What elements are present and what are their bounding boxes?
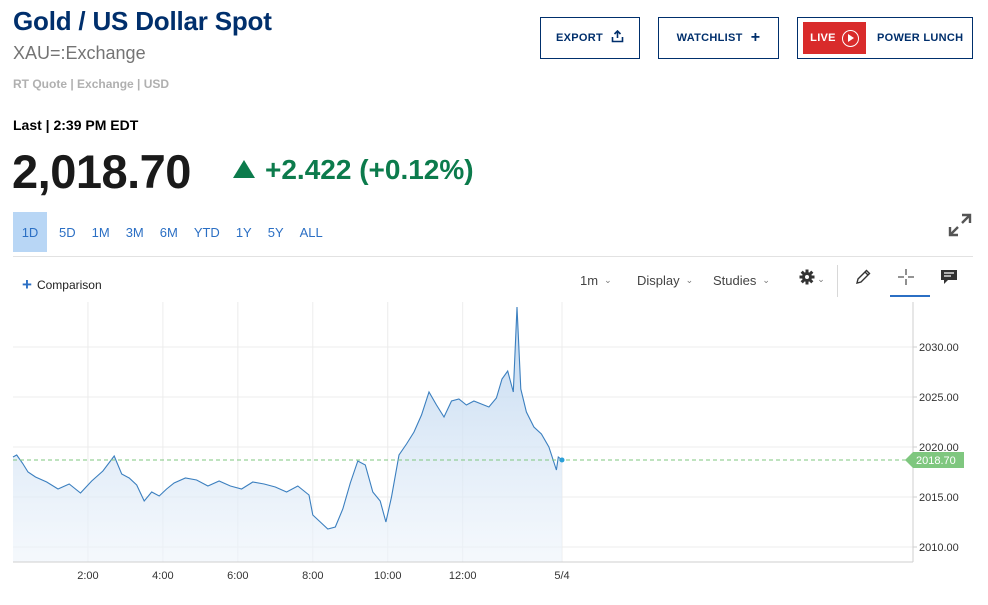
- plus-icon: +: [750, 29, 761, 46]
- watchlist-button[interactable]: WATCHLIST +: [658, 17, 779, 59]
- x-tick-label: 5/4: [554, 570, 569, 582]
- tab-3m[interactable]: 3M: [125, 224, 144, 240]
- x-tick-label: 4:00: [152, 570, 173, 582]
- x-tick-label: 12:00: [449, 570, 477, 582]
- export-button[interactable]: EXPORT: [540, 17, 640, 59]
- export-label: EXPORT: [555, 32, 604, 44]
- tab-6m[interactable]: 6M: [159, 224, 178, 240]
- y-tick-label: 2030.00: [919, 342, 959, 354]
- settings-dropdown[interactable]: ⌄: [795, 266, 829, 292]
- toolbar-separator: [837, 265, 838, 297]
- y-tick-label: 2010.00: [919, 542, 959, 554]
- last-price: 2,018.70: [12, 145, 191, 198]
- tab-1m[interactable]: 1M: [91, 224, 110, 240]
- expand-icon[interactable]: [947, 212, 973, 238]
- power-lunch-label: POWER LUNCH: [877, 32, 964, 44]
- interval-dropdown[interactable]: 1m ⌄: [580, 273, 612, 288]
- x-tick-label: 10:00: [374, 570, 402, 582]
- y-tick-label: 2020.00: [919, 442, 959, 454]
- crosshair-tool-button[interactable]: [892, 266, 920, 292]
- share-icon: [611, 29, 624, 47]
- tab-1d[interactable]: 1D: [13, 212, 47, 252]
- price-chart[interactable]: 2030.00 2025.00 2020.00 2015.00 2010.00 2:00 4…: [0, 298, 988, 588]
- price-change-value: +2.422 (+0.12%): [265, 154, 474, 185]
- y-tick-label: 2025.00: [919, 392, 959, 404]
- x-tick-label: 8:00: [302, 570, 323, 582]
- chevron-down-icon: ⌄: [604, 275, 612, 285]
- tab-ytd[interactable]: YTD: [193, 224, 220, 240]
- chevron-down-icon: ⌄: [685, 275, 694, 285]
- annotation-tool-button[interactable]: [935, 266, 963, 292]
- tab-1y[interactable]: 1Y: [235, 224, 252, 240]
- last-price-tag: [905, 452, 964, 468]
- crosshair-icon: [897, 268, 915, 291]
- x-tick-label: 2:00: [77, 570, 98, 582]
- play-icon: [841, 29, 859, 47]
- y-tick-label: 2015.00: [919, 492, 959, 504]
- x-tick-label: 6:00: [227, 570, 248, 582]
- tab-5d[interactable]: 5D: [59, 224, 76, 240]
- live-badge: LIVE: [803, 22, 866, 54]
- plus-icon: +: [22, 275, 32, 294]
- price-line: [12, 306, 563, 530]
- range-tabs: 1D 5D 1M 3M 6M YTD 1Y 5Y ALL: [13, 212, 331, 252]
- gear-icon: [799, 269, 815, 290]
- last-price-dot: [559, 457, 565, 463]
- live-label: LIVE: [810, 32, 836, 44]
- price-change: +2.422 (+0.12%): [233, 154, 474, 186]
- studies-dropdown[interactable]: Studies ⌄: [713, 273, 770, 288]
- quote-meta: RT Quote | Exchange | USD: [13, 77, 170, 91]
- draw-tool-button[interactable]: [849, 266, 877, 292]
- symbol-label: XAU=:Exchange: [13, 43, 146, 63]
- page-title: Gold / US Dollar Spot: [13, 6, 272, 36]
- pencil-icon: [854, 268, 872, 291]
- last-time: Last | 2:39 PM EDT: [13, 117, 139, 133]
- tab-all[interactable]: ALL: [299, 224, 323, 240]
- display-label: Display: [637, 273, 680, 288]
- chevron-down-icon: ⌄: [817, 273, 825, 284]
- display-dropdown[interactable]: Display ⌄: [637, 273, 693, 288]
- studies-label: Studies: [713, 273, 757, 288]
- toolbar-divider: [13, 256, 973, 257]
- interval-label: 1m: [580, 273, 599, 288]
- up-arrow-icon: [233, 159, 255, 178]
- crosshair-active-indicator: [890, 295, 930, 297]
- tab-5y[interactable]: 5Y: [267, 224, 284, 240]
- power-lunch-button[interactable]: LIVE POWER LUNCH: [797, 17, 973, 59]
- comment-icon: [940, 269, 958, 290]
- last-price-tag-label: 2018.70: [916, 455, 956, 467]
- watchlist-label: WATCHLIST: [676, 32, 743, 44]
- price-area: [13, 307, 562, 562]
- comparison-button[interactable]: + Comparison: [22, 276, 102, 293]
- chevron-down-icon: ⌄: [762, 275, 770, 285]
- comparison-label: Comparison: [36, 277, 102, 292]
